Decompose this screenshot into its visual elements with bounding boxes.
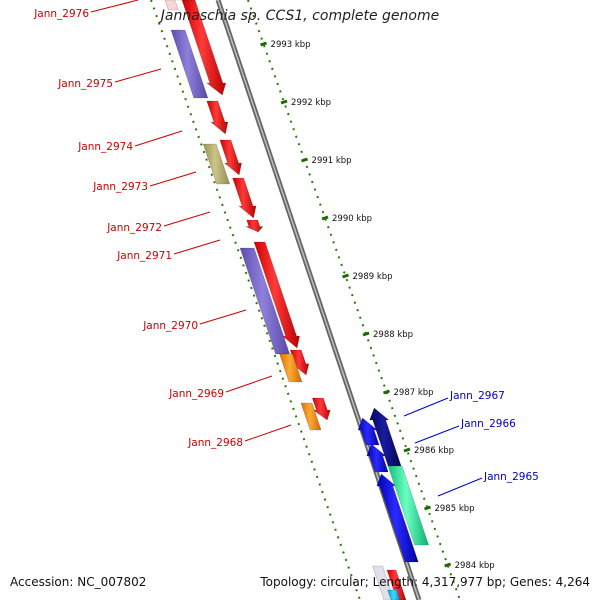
ruler-tick-label: 2989 kbp xyxy=(353,272,393,282)
gene-label[interactable]: Jann_2968 xyxy=(187,437,243,449)
ruler-labels: 2993 kbp 2992 kbp 2991 kbp 2990 kbp 2989 kbp… xyxy=(271,40,495,571)
gene-label[interactable]: Jann_2972 xyxy=(106,222,162,234)
olive-feature xyxy=(202,143,231,185)
gene-label-leader xyxy=(414,425,460,444)
gene-label[interactable]: Jann_2971 xyxy=(116,250,172,262)
ruler-tick-label: 2993 kbp xyxy=(271,40,311,50)
cds-feature xyxy=(206,100,229,135)
ruler-tick-label: 2985 kbp xyxy=(434,504,474,514)
gene-label[interactable]: Jann_2974 xyxy=(77,141,133,153)
ruler-dotted-line-left xyxy=(150,0,361,600)
gene-label-leader xyxy=(149,171,197,187)
gene-features xyxy=(164,0,429,600)
ruler-tick-mark xyxy=(321,215,329,221)
ruler-tick-label: 2986 kbp xyxy=(414,446,454,456)
gene-label[interactable]: Jann_2965 xyxy=(483,471,539,483)
ruler-tick-mark xyxy=(383,389,390,395)
ruler-tick-mark xyxy=(403,447,411,453)
ruler-tick-mark xyxy=(424,505,431,511)
ruler-tick-label: 2988 kbp xyxy=(373,330,413,340)
gene-label[interactable]: Jann_2973 xyxy=(92,181,148,193)
ruler-tick-mark xyxy=(280,99,288,105)
gene-labels-left: Jann_2976 Jann_2975 Jann_2974 Jann_2973 Jann… xyxy=(33,8,243,449)
ruler-tick-label: 2990 kbp xyxy=(332,214,372,224)
accession-text: Accession: NC_007802 xyxy=(10,575,147,589)
ruler-ticks xyxy=(260,41,452,568)
gene-label[interactable]: Jann_2966 xyxy=(460,418,516,430)
ruler-tick-mark xyxy=(260,41,268,47)
ruler-tick-mark xyxy=(362,331,370,337)
gene-label-leader xyxy=(134,130,183,147)
genome-summary-text: Topology: circular; Length: 4,317,977 bp… xyxy=(260,575,590,589)
ruler-tick-label: 2991 kbp xyxy=(312,156,352,166)
cds-feature xyxy=(164,0,179,11)
cds-feature xyxy=(232,177,257,219)
gene-label-leader xyxy=(90,0,139,13)
purple-feature xyxy=(170,29,209,99)
ruler-tick-mark xyxy=(444,562,452,568)
gene-label[interactable]: Jann_2969 xyxy=(168,388,224,400)
gene-label-leader xyxy=(244,424,292,442)
map-title: Jannaschia sp. CCS1, complete genome xyxy=(160,8,440,24)
gene-label-leader xyxy=(199,309,247,325)
gene-label-leader xyxy=(163,211,211,227)
gene-label[interactable]: Jann_2967 xyxy=(449,390,505,402)
cds-feature xyxy=(219,139,242,176)
label-leaders xyxy=(90,0,483,497)
gene-label[interactable]: Jann_2976 xyxy=(33,8,89,20)
cds-feature xyxy=(311,397,331,421)
ruler-tick-label: 2987 kbp xyxy=(394,388,434,398)
gene-labels-right: Jann_2967 Jann_2966 Jann_2965 xyxy=(449,390,539,483)
orange-feature xyxy=(279,353,303,383)
cds-feature xyxy=(387,589,401,600)
orange-feature xyxy=(300,402,322,431)
ruler-tick-mark xyxy=(342,273,349,279)
teal-feature xyxy=(387,465,429,546)
ruler-tick-label: 2984 kbp xyxy=(455,561,495,571)
gene-label-leader xyxy=(225,375,273,393)
gene-label-leader xyxy=(403,397,449,417)
gene-label-leader xyxy=(437,477,483,497)
ruler-tick-mark xyxy=(301,157,309,163)
cds-feature xyxy=(245,219,264,233)
gene-label-leader xyxy=(114,68,162,83)
ruler-tick-label: 2992 kbp xyxy=(291,98,331,108)
gene-label[interactable]: Jann_2970 xyxy=(142,320,198,332)
cds-feature xyxy=(181,0,227,96)
gene-label-leader xyxy=(173,239,221,255)
cds-feature xyxy=(253,241,300,349)
gene-label[interactable]: Jann_2975 xyxy=(57,78,113,90)
